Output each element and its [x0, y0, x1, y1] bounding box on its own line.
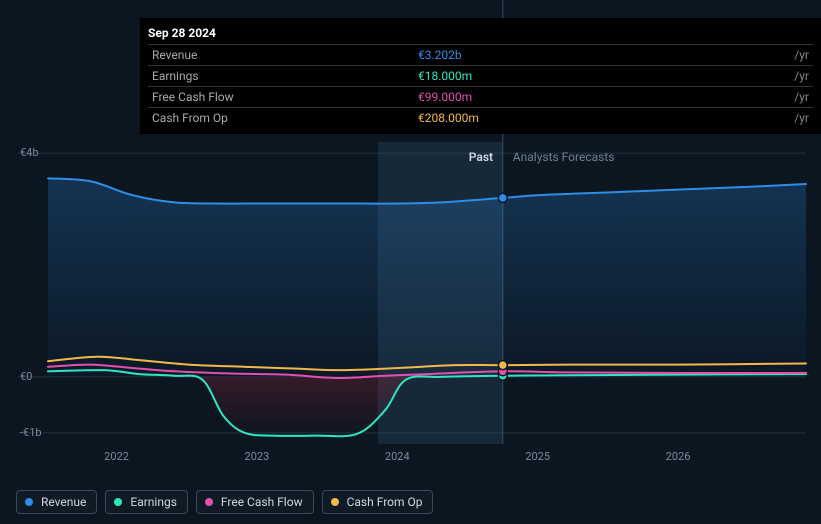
legend-dot-icon	[205, 498, 213, 506]
tooltip-row-value: €208.000m	[414, 108, 792, 129]
y-tick-label: €0	[20, 370, 32, 383]
financials-chart: €4b €0 -€1b 2022 2023 2024 2025 2026 Past Anal…	[0, 0, 821, 524]
tooltip-row-label: Free Cash Flow	[148, 87, 414, 108]
tooltip-row-unit: /yr	[792, 108, 813, 129]
legend-item-fcf[interactable]: Free Cash Flow	[196, 490, 314, 514]
x-tick-label: 2023	[245, 450, 270, 463]
y-tick-label: -€1b	[20, 426, 42, 439]
tooltip-row-unit: /yr	[792, 87, 813, 108]
legend-dot-icon	[25, 498, 33, 506]
forecast-region-label: Analysts Forecasts	[513, 150, 615, 164]
y-tick-label: €4b	[20, 146, 39, 159]
tooltip-row: Revenue€3.202b/yr	[148, 45, 813, 66]
tooltip-row-unit: /yr	[792, 66, 813, 87]
legend-item-label: Revenue	[41, 495, 86, 509]
legend-dot-icon	[331, 498, 339, 506]
x-tick-label: 2024	[385, 450, 410, 463]
hover-tooltip: Sep 28 2024 Revenue€3.202b/yrEarnings€18…	[140, 18, 821, 134]
tooltip-row-value: €3.202b	[414, 45, 792, 66]
tooltip-row-value: €18.000m	[414, 66, 792, 87]
legend-item-cfo[interactable]: Cash From Op	[322, 490, 434, 514]
x-tick-label: 2025	[525, 450, 550, 463]
legend-item-label: Earnings	[130, 495, 177, 509]
tooltip-row-value: €99.000m	[414, 87, 792, 108]
tooltip-row-label: Cash From Op	[148, 108, 414, 129]
legend-item-label: Free Cash Flow	[221, 495, 303, 509]
tooltip-row-label: Revenue	[148, 45, 414, 66]
legend: Revenue Earnings Free Cash Flow Cash From O…	[16, 490, 433, 514]
legend-item-revenue[interactable]: Revenue	[16, 490, 97, 514]
tooltip-date: Sep 28 2024	[148, 24, 813, 44]
tooltip-row-unit: /yr	[792, 45, 813, 66]
tooltip-row: Cash From Op€208.000m/yr	[148, 108, 813, 129]
x-tick-label: 2026	[666, 450, 691, 463]
tooltip-row: Free Cash Flow€99.000m/yr	[148, 87, 813, 108]
x-tick-label: 2022	[104, 450, 129, 463]
tooltip-row: Earnings€18.000m/yr	[148, 66, 813, 87]
legend-item-label: Cash From Op	[347, 495, 423, 509]
tooltip-row-label: Earnings	[148, 66, 414, 87]
past-region-label: Past	[469, 150, 493, 164]
legend-item-earnings[interactable]: Earnings	[105, 490, 188, 514]
legend-dot-icon	[114, 498, 122, 506]
